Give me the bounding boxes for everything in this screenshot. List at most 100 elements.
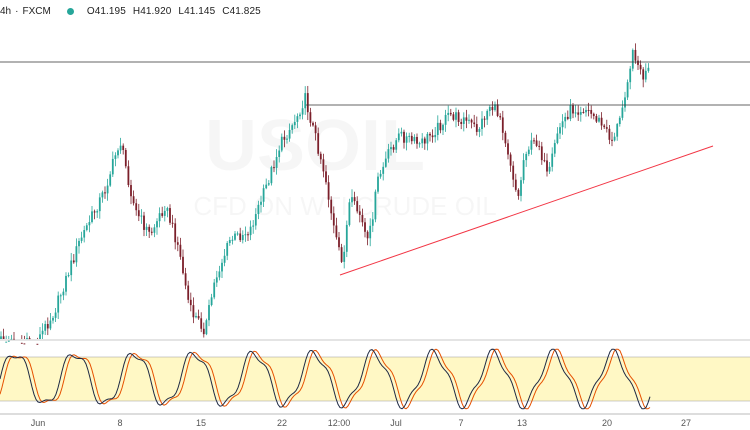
separator: · [15, 5, 19, 17]
candle-body [280, 136, 283, 151]
watermark-symbol: USOIL [205, 106, 425, 186]
candle-body [150, 231, 153, 233]
candle-body [387, 149, 390, 159]
candle-body [23, 343, 26, 345]
candle-body [481, 118, 483, 130]
candle-body [533, 140, 535, 142]
candle-body [338, 237, 340, 248]
candle-body [434, 134, 437, 138]
candle-body [145, 226, 148, 230]
candle-body [41, 330, 44, 335]
candle-body [127, 166, 130, 186]
candle-body [265, 184, 268, 189]
candle-body [49, 320, 52, 329]
candle-body [390, 147, 392, 150]
candle-body [278, 150, 281, 157]
candle-body [70, 260, 73, 276]
candle-body [540, 146, 543, 161]
candle-body [166, 208, 169, 211]
time-axis[interactable]: Jun 8 15 22 12:00 Jul 7 13 20 27 [0, 416, 750, 430]
candle-body [618, 117, 621, 125]
trendline[interactable] [339, 145, 714, 276]
candle-body [522, 160, 525, 181]
time-label-1: 8 [117, 418, 123, 428]
candle-body [460, 121, 463, 124]
candle-body [226, 243, 229, 256]
candle-body [348, 202, 351, 225]
candle-body [621, 107, 624, 118]
candle-body [44, 324, 47, 331]
candle-body [514, 179, 517, 190]
candle-body [218, 271, 221, 278]
candle-body [20, 342, 23, 344]
candle-body [137, 210, 140, 217]
candle-body [236, 233, 239, 235]
candle-body [551, 153, 554, 167]
candle-body [444, 114, 447, 125]
candle-body [286, 138, 288, 140]
candle-body [59, 295, 62, 297]
candle-body [543, 160, 546, 162]
candle-body [239, 233, 242, 241]
candle-body [228, 240, 231, 244]
candle-body [252, 225, 255, 227]
candle-body [579, 112, 582, 115]
candle-body [358, 211, 361, 215]
candle-body [582, 112, 585, 114]
candle-body [80, 237, 83, 241]
candle-body [353, 197, 356, 202]
candle-body [67, 275, 70, 277]
candle-body [478, 129, 481, 132]
candle-body [332, 213, 335, 226]
candle-body [410, 135, 413, 142]
candle-body [130, 185, 132, 197]
candle-body [244, 234, 247, 236]
candle-body [556, 133, 559, 144]
candle-body [283, 136, 286, 140]
candle-body [491, 106, 494, 111]
candle-body [291, 125, 294, 130]
candle-body [486, 110, 489, 120]
candle-body [462, 117, 465, 124]
high-value: H41.920 [132, 5, 172, 17]
candle-body [400, 131, 403, 134]
time-label-7: 13 [516, 418, 528, 428]
candle-body [98, 197, 101, 212]
candle-body [153, 227, 156, 233]
candle-body [184, 273, 187, 286]
candle-body [616, 124, 619, 137]
candle-body [46, 324, 49, 329]
candle-body [7, 340, 10, 342]
candle-body [192, 305, 195, 318]
candle-body [416, 136, 418, 144]
candle-body [473, 122, 476, 125]
candle-body [592, 113, 595, 117]
candle-body [143, 215, 145, 230]
candle-body [210, 297, 213, 306]
candle-body [174, 223, 177, 243]
candle-body [423, 138, 426, 144]
timeframe-label[interactable]: 4h [0, 5, 12, 17]
candle-body [525, 154, 528, 161]
candle-body [418, 143, 421, 145]
candle-body [465, 117, 468, 121]
candle-body [247, 234, 249, 236]
time-label-9: 27 [680, 418, 692, 428]
candle-body [208, 305, 210, 321]
candle-body [512, 165, 515, 180]
candle-body [431, 135, 434, 138]
candle-body [499, 115, 502, 118]
candle-body [364, 222, 366, 232]
candle-body [439, 122, 442, 131]
candle-body [371, 219, 374, 226]
candle-body [639, 64, 642, 70]
candle-body [356, 201, 359, 212]
candle-body [377, 176, 379, 192]
candle-body [413, 136, 416, 142]
candle-body [470, 119, 473, 123]
candle-body [548, 166, 551, 172]
candle-body [447, 112, 450, 115]
candle-body [182, 256, 184, 274]
